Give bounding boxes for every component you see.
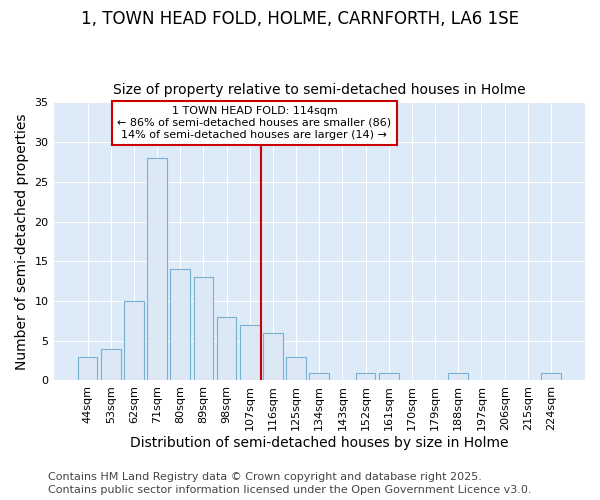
Bar — [448, 372, 468, 380]
X-axis label: Distribution of semi-detached houses by size in Holme: Distribution of semi-detached houses by … — [130, 436, 509, 450]
Bar — [170, 269, 190, 380]
Title: Size of property relative to semi-detached houses in Holme: Size of property relative to semi-detach… — [113, 83, 526, 97]
Bar — [77, 356, 97, 380]
Bar — [263, 333, 283, 380]
Text: Contains HM Land Registry data © Crown copyright and database right 2025.
Contai: Contains HM Land Registry data © Crown c… — [48, 472, 532, 495]
Y-axis label: Number of semi-detached properties: Number of semi-detached properties — [15, 113, 29, 370]
Bar — [379, 372, 398, 380]
Bar — [310, 372, 329, 380]
Bar — [147, 158, 167, 380]
Text: 1, TOWN HEAD FOLD, HOLME, CARNFORTH, LA6 1SE: 1, TOWN HEAD FOLD, HOLME, CARNFORTH, LA6… — [81, 10, 519, 28]
Bar — [541, 372, 561, 380]
Bar — [286, 356, 306, 380]
Bar — [194, 277, 213, 380]
Bar — [356, 372, 376, 380]
Bar — [217, 317, 236, 380]
Bar — [124, 301, 144, 380]
Bar — [240, 325, 260, 380]
Text: 1 TOWN HEAD FOLD: 114sqm
← 86% of semi-detached houses are smaller (86)
14% of s: 1 TOWN HEAD FOLD: 114sqm ← 86% of semi-d… — [118, 106, 391, 140]
Bar — [101, 348, 121, 380]
